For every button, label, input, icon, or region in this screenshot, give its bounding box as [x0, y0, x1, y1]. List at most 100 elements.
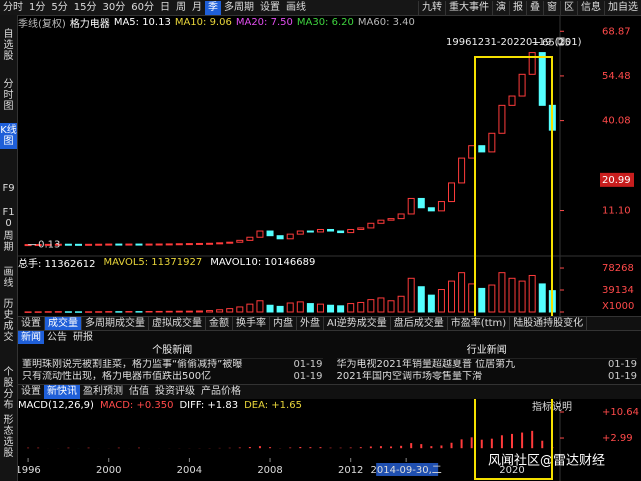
side-nav-item[interactable]: F10 [2, 207, 15, 229]
period-tab[interactable]: 设置 [259, 1, 280, 13]
side-nav: 自选股分时图 K线图 F9 F10 周期画线历史成交个股分布形态选股 [0, 15, 18, 481]
indicator-tab[interactable]: AI逆势成交量 [324, 317, 391, 331]
indicator-tab[interactable]: 外盘 [297, 317, 324, 331]
tool-button[interactable]: 窗 [543, 0, 560, 15]
x-tick-label: 2020 [499, 465, 524, 476]
tool-button[interactable]: 九转 [418, 0, 445, 15]
y-tick-label: X1000 [602, 301, 634, 312]
news-tab[interactable]: 新闻 [18, 331, 44, 344]
news-columns: 个股新闻 董明珠刚说完被割韭菜，格力监事“偷偷减持”被曝 01-19 只有流动性出现，… [18, 344, 641, 383]
volume-bar [518, 280, 526, 313]
indicator-tabs: 设置 成交量 多周期成交量 虚拟成交量 金额 换手率 内盘 外盘 AI逆势成交量 盘后成交量 市盈率… [18, 316, 641, 331]
period-tab[interactable]: 月 [191, 1, 202, 13]
indicator-tab[interactable]: 成交量 [45, 317, 82, 331]
period-tab[interactable]: 60分 [131, 1, 154, 13]
tool-button[interactable]: 信息 [577, 0, 604, 15]
side-nav-item[interactable]: K线图 [0, 123, 17, 149]
volume-bar [478, 287, 486, 313]
period-tab[interactable]: 日 [159, 1, 170, 13]
period-tab[interactable]: 多周期 [223, 1, 254, 13]
volume-bar [387, 300, 395, 313]
candle [226, 241, 234, 244]
candle [296, 230, 304, 235]
watermark: 风闻社区@雷达财经 [488, 453, 605, 469]
macd-tabs: 设置 新快讯 盈利预测 估值 投资评级 产品价格 [18, 384, 641, 399]
tool-button[interactable]: 演 [492, 0, 509, 15]
indicator-tab[interactable]: 陆股通持股变化 [510, 317, 588, 331]
candle [216, 242, 224, 245]
period-tab[interactable]: 5分 [51, 1, 68, 13]
tool-button[interactable]: 重大事件 [445, 0, 492, 15]
period-tab[interactable]: 30分 [102, 1, 126, 13]
period-tab[interactable]: 1分 [29, 1, 46, 13]
news-title: 华为电视2021年销量超越夏普 位居第九 [336, 359, 516, 370]
volume-legend: 总手: 11362612 MAVOL5: 11371927 MAVOL10: 101… [18, 256, 558, 269]
news-title: 董明珠刚说完被割韭菜，格力监事“偷偷减持”被曝 [22, 359, 243, 370]
side-nav-item[interactable]: 个股分布 [3, 367, 14, 411]
side-nav-item[interactable]: 历史成交 [3, 299, 14, 343]
period-tab[interactable]: 画线 [285, 1, 306, 13]
side-nav-item[interactable]: 分时图 [3, 79, 14, 112]
side-nav-item[interactable]: 周期 [3, 231, 14, 253]
news-tab[interactable]: 研报 [73, 331, 93, 343]
volume-bar [417, 286, 425, 313]
period-label: 季线(复权) [18, 19, 66, 29]
macd-tab[interactable]: 估值 [129, 386, 149, 397]
period-tab[interactable]: 15分 [73, 1, 97, 13]
news-item[interactable]: 2021年国内空调市场零售量下滑 01-19 [337, 371, 638, 383]
candle [538, 52, 546, 106]
volume-bar [95, 311, 103, 313]
candle [276, 235, 284, 240]
indicator-tab[interactable]: 盘后成交量 [391, 317, 448, 331]
volume-bar [286, 302, 294, 313]
candle [256, 230, 264, 238]
indicator-tab[interactable]: 换手率 [233, 317, 270, 331]
tool-button[interactable]: 加自选 [604, 0, 641, 15]
macd-tab[interactable]: 设置 [21, 386, 41, 397]
news-tab[interactable]: 公告 [47, 331, 67, 343]
last-price-box [600, 172, 634, 187]
volume-bar [488, 284, 496, 313]
macd-tab[interactable]: 投资评级 [155, 386, 195, 397]
side-nav-item[interactable]: 自选股 [3, 29, 14, 62]
indicator-tab[interactable]: 内盘 [270, 317, 297, 331]
news-header: 行业新闻 [336, 344, 637, 359]
macd-value: MACD: +0.350 [99, 399, 174, 411]
candle [417, 197, 425, 209]
news-item[interactable]: 华为电视2021年销量超越夏普 位居第九 01-19 [337, 359, 638, 371]
indicator-tab[interactable]: 市盈率(ttm) [448, 317, 511, 331]
candle [206, 242, 214, 245]
indicator-tab[interactable]: 金额 [206, 317, 233, 331]
macd-tab[interactable]: 新快讯 [44, 385, 80, 399]
indicator-tab[interactable]: 多周期成交量 [82, 317, 149, 331]
news-item[interactable]: 只有流动性出现，格力电器市值跌出500亿 01-19 [22, 371, 323, 383]
tool-button[interactable]: 区 [560, 0, 577, 15]
volume-bar [195, 310, 203, 313]
candle [195, 242, 203, 245]
tool-button[interactable]: 叠 [526, 0, 543, 15]
macd-tab[interactable]: 产品价格 [201, 386, 241, 397]
period-tab[interactable]: 周 [175, 1, 186, 13]
candle [337, 230, 345, 234]
side-nav-item[interactable]: F9 [2, 183, 15, 194]
macd-tab[interactable]: 盈利预测 [83, 386, 123, 397]
volume-bar [135, 311, 143, 313]
ma-value: MA20: 7.50 [235, 17, 293, 28]
tool-button[interactable]: 报 [509, 0, 526, 15]
indicator-tab[interactable]: 设置 [18, 317, 45, 331]
indicator-tab[interactable]: 虚拟成交量 [149, 317, 206, 331]
last-price: 20.99 [602, 175, 631, 186]
period-tab[interactable]: 季 [204, 0, 221, 15]
side-nav-item[interactable]: 形态选股 [3, 415, 14, 459]
volume-legend-item: MAVOL5: 11371927 [103, 256, 203, 268]
candle [357, 227, 365, 230]
news-item[interactable]: 董明珠刚说完被割韭菜，格力监事“偷偷减持”被曝 01-19 [22, 359, 323, 371]
side-nav-item[interactable]: 画线 [3, 267, 14, 289]
ma-value: MA10: 9.06 [174, 17, 232, 28]
candle [488, 132, 496, 153]
range-label: 19961231-20220119 (101) [446, 37, 582, 48]
period-tab[interactable]: 分时 [3, 1, 23, 13]
news-date: 01-19 [607, 359, 637, 370]
highlight-box [474, 56, 553, 480]
